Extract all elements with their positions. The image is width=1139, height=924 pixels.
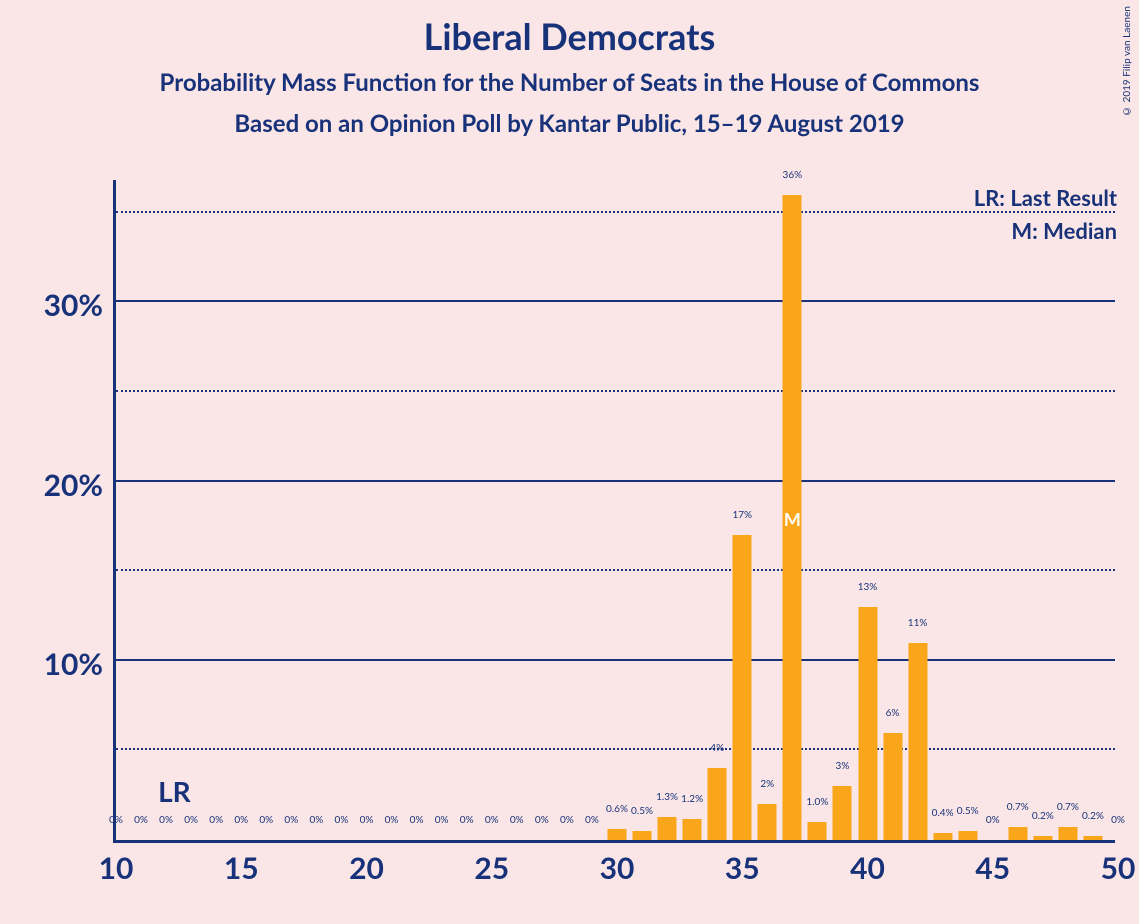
bar-label: 0% xyxy=(460,814,474,826)
bar-label: 1.3% xyxy=(656,791,678,803)
bar-label: 0% xyxy=(284,814,298,826)
bar-label: 0% xyxy=(259,814,273,826)
bar-label: 13% xyxy=(858,581,878,593)
bar xyxy=(933,833,952,840)
bar-label: 0.2% xyxy=(1032,810,1054,822)
bar-label: 0% xyxy=(510,814,524,826)
bar xyxy=(958,831,977,840)
bar xyxy=(683,819,702,841)
bar-label: 11% xyxy=(908,617,928,629)
copyright: © 2019 Filip van Laenen xyxy=(1121,6,1133,117)
x-axis-tick: 50 xyxy=(1101,850,1136,886)
bar xyxy=(607,829,626,840)
chart-area: 10%20%30%1015202530354045500%0%0%0%0%0%0… xyxy=(113,180,1115,843)
chart-titles: Liberal Democrats Probability Mass Funct… xyxy=(0,0,1139,138)
bar-label: 0% xyxy=(209,814,223,826)
bar-label: 0% xyxy=(560,814,574,826)
bar xyxy=(833,786,852,840)
bar-label: 0% xyxy=(335,814,349,826)
bar-label: 0% xyxy=(1111,814,1125,826)
bar-label: 0% xyxy=(435,814,449,826)
bar-label: 2% xyxy=(760,778,774,790)
bar-label: 4% xyxy=(710,742,724,754)
y-axis-tick: 30% xyxy=(44,287,103,323)
title-sub1: Probability Mass Function for the Number… xyxy=(0,68,1139,97)
bar xyxy=(808,822,827,840)
x-axis-tick: 25 xyxy=(474,850,509,886)
bar xyxy=(1058,827,1077,840)
bar-label: 0% xyxy=(410,814,424,826)
bar-label: 0.7% xyxy=(1007,801,1029,813)
bar-label: 0% xyxy=(485,814,499,826)
bar-label: 1.0% xyxy=(806,796,828,808)
bar xyxy=(1033,836,1052,840)
bar-label: 6% xyxy=(886,707,900,719)
lr-marker: LR xyxy=(158,774,191,808)
bar-label: 0.5% xyxy=(631,805,653,817)
x-axis-tick: 40 xyxy=(850,850,885,886)
bar xyxy=(708,768,727,840)
bar xyxy=(658,817,677,840)
bar-label: 0% xyxy=(159,814,173,826)
bar-label: 0% xyxy=(309,814,323,826)
bar-label: 0.4% xyxy=(932,807,954,819)
bar-label: 0.6% xyxy=(606,803,628,815)
bar-label: 0% xyxy=(385,814,399,826)
bar xyxy=(1083,836,1102,840)
bar-label: 0.2% xyxy=(1082,810,1104,822)
median-marker: M xyxy=(784,508,801,530)
gridline-minor xyxy=(116,569,1115,571)
bar-label: 3% xyxy=(836,760,850,772)
plot-area: 10%20%30%1015202530354045500%0%0%0%0%0%0… xyxy=(113,180,1115,843)
bar-label: 0% xyxy=(234,814,248,826)
bar-label: 0% xyxy=(986,814,1000,826)
bar-label: 0% xyxy=(360,814,374,826)
bar xyxy=(1008,827,1027,840)
bar xyxy=(883,733,902,841)
title-main: Liberal Democrats xyxy=(0,14,1139,58)
gridline-major xyxy=(116,480,1115,482)
x-axis-tick: 15 xyxy=(224,850,259,886)
title-sub2: Based on an Opinion Poll by Kantar Publi… xyxy=(0,109,1139,138)
bar-label: 17% xyxy=(732,509,752,521)
bar-label: 0% xyxy=(109,814,123,826)
x-axis-tick: 30 xyxy=(600,850,635,886)
bar-label: 0% xyxy=(535,814,549,826)
bar xyxy=(733,535,752,840)
bar-label: 36% xyxy=(783,169,803,181)
gridline-major xyxy=(116,659,1115,661)
y-axis-tick: 10% xyxy=(44,646,103,682)
bar-label: 1.2% xyxy=(681,793,703,805)
gridline-minor xyxy=(116,211,1115,213)
bar-label: 0.5% xyxy=(957,805,979,817)
bar-label: 0% xyxy=(184,814,198,826)
x-axis-tick: 35 xyxy=(725,850,760,886)
bar xyxy=(908,643,927,840)
bar xyxy=(633,831,652,840)
x-axis-tick: 45 xyxy=(975,850,1010,886)
bar-label: 0% xyxy=(134,814,148,826)
y-axis-tick: 20% xyxy=(44,467,103,503)
gridline-minor xyxy=(116,390,1115,392)
gridline-minor xyxy=(116,748,1115,750)
x-axis-tick: 20 xyxy=(349,850,384,886)
bar xyxy=(758,804,777,840)
x-axis-tick: 10 xyxy=(99,850,134,886)
bar-label: 0% xyxy=(585,814,599,826)
bar xyxy=(858,607,877,840)
bar-label: 0.7% xyxy=(1057,801,1079,813)
gridline-major xyxy=(116,300,1115,302)
